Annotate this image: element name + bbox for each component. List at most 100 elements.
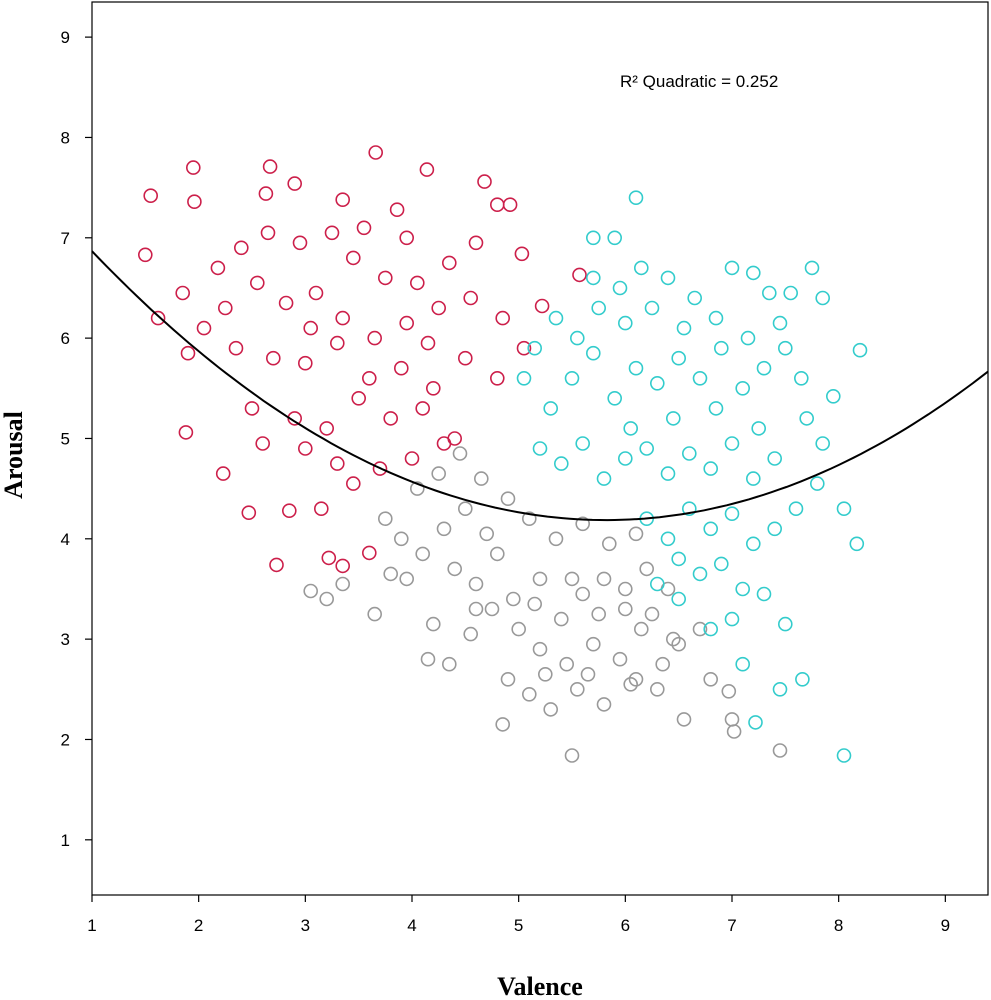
y-tick-label: 4 (61, 530, 70, 549)
data-point (553, 456, 569, 471)
data-point (649, 576, 665, 592)
data-point (761, 285, 777, 301)
y-axis-label: Arousal (0, 411, 28, 499)
data-point (377, 511, 393, 527)
data-point (607, 230, 623, 246)
y-tick-label: 8 (61, 128, 70, 147)
data-point (258, 186, 274, 201)
data-point (377, 270, 393, 286)
data-point (399, 315, 415, 331)
data-point (489, 197, 505, 212)
data-point (617, 451, 633, 466)
data-point (269, 557, 284, 573)
data-point (564, 571, 580, 587)
data-point (628, 671, 644, 687)
data-point (815, 290, 831, 306)
data-point (713, 556, 729, 572)
data-point (329, 335, 345, 351)
points-layer (138, 145, 868, 763)
data-point (681, 446, 697, 461)
data-point (795, 671, 810, 687)
data-point (393, 360, 409, 376)
data-point (703, 461, 719, 476)
data-point (489, 546, 505, 562)
data-point (692, 621, 708, 637)
data-point (420, 335, 436, 351)
data-point (708, 401, 724, 416)
data-point (671, 551, 687, 567)
data-point (617, 581, 633, 597)
data-point (319, 421, 335, 436)
data-point (575, 436, 591, 451)
data-point (665, 411, 681, 426)
data-point (532, 441, 548, 456)
data-point (756, 360, 772, 376)
data-point (772, 315, 788, 331)
data-point (260, 225, 276, 241)
data-point (500, 671, 516, 687)
data-point (745, 536, 761, 552)
data-point (335, 576, 351, 592)
data-point (249, 275, 265, 291)
data-point (676, 320, 692, 336)
data-point (585, 345, 601, 361)
data-point (516, 340, 532, 356)
data-point (175, 285, 190, 301)
data-point (335, 192, 351, 207)
data-point (585, 270, 601, 286)
x-tick-label: 5 (514, 916, 523, 935)
data-point (436, 521, 452, 537)
data-point (748, 715, 763, 730)
data-point (633, 260, 649, 276)
data-point (564, 748, 580, 763)
data-point (772, 743, 788, 758)
data-point (788, 501, 804, 517)
data-point (671, 636, 687, 652)
data-point (623, 421, 639, 436)
data-point (575, 586, 591, 602)
data-point (383, 411, 399, 426)
data-point (772, 681, 788, 697)
data-point (703, 521, 719, 537)
data-point (321, 550, 337, 566)
data-point (447, 561, 463, 577)
data-point (639, 561, 655, 577)
data-point (241, 505, 257, 521)
data-point (633, 621, 649, 637)
data-point (389, 202, 405, 217)
y-tick-label: 9 (61, 28, 70, 47)
data-point (665, 631, 681, 647)
data-point (431, 466, 447, 481)
data-point (767, 521, 783, 537)
data-point (553, 611, 569, 627)
data-point (532, 641, 548, 657)
data-point (457, 501, 473, 517)
data-point (612, 651, 628, 667)
data-point (313, 501, 329, 517)
data-point (612, 280, 628, 296)
data-point (356, 220, 372, 236)
data-point (628, 190, 644, 205)
data-point (660, 531, 676, 547)
data-point (215, 466, 231, 481)
data-point (425, 616, 441, 632)
axis-ticks: 1 2 3 4 5 6 7 8 9 1 2 3 4 5 6 7 8 9 (61, 28, 951, 935)
quadratic-fit-line (91, 250, 989, 522)
y-tick-label: 5 (61, 429, 70, 448)
data-point (836, 501, 852, 517)
data-point (511, 621, 527, 637)
data-point (409, 275, 425, 291)
data-point (751, 421, 767, 436)
data-point (617, 315, 633, 331)
data-point (265, 350, 281, 366)
data-point (361, 370, 377, 386)
data-point (836, 748, 852, 763)
y-tick-label: 6 (61, 329, 70, 348)
data-point (441, 255, 457, 271)
x-tick-label: 4 (407, 916, 416, 935)
data-point (463, 626, 479, 642)
data-point (724, 611, 740, 627)
x-axis-label: Valence (497, 972, 583, 1000)
data-point (372, 461, 388, 476)
data-point (703, 621, 719, 637)
